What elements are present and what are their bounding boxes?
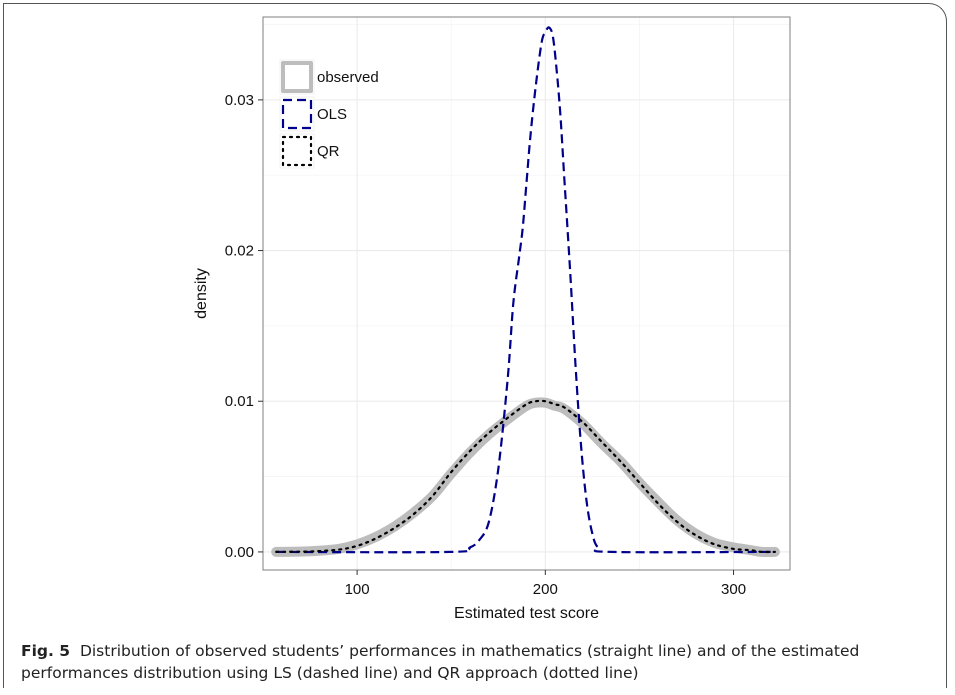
series-line-ols bbox=[276, 26, 772, 554]
legend-key bbox=[279, 133, 315, 169]
x-axis-label: Estimated test score bbox=[454, 605, 599, 622]
legend-label: observed bbox=[317, 69, 379, 86]
series-line-qr bbox=[275, 399, 776, 554]
caption-text: Distribution of observed students’ perfo… bbox=[21, 642, 860, 682]
density-chart: 100 200 300 0.00 0.01 0.02 0.03 Estimated test … bbox=[193, 16, 791, 622]
figure-border bbox=[3, 3, 947, 688]
legend-swatch bbox=[281, 135, 313, 167]
y-tick-label: 0.02 bbox=[225, 243, 254, 260]
y-tick-label: 0.03 bbox=[225, 92, 254, 109]
plot-panel bbox=[263, 17, 790, 570]
figure-caption: Fig. 5 Distribution of observed students… bbox=[21, 640, 941, 684]
legend-key bbox=[279, 96, 315, 132]
y-tick-label: 0.01 bbox=[225, 393, 254, 410]
y-tick-label: 0.00 bbox=[225, 544, 254, 561]
x-tick-label: 200 bbox=[533, 581, 558, 598]
legend-label: QR bbox=[317, 143, 340, 160]
legend-label: OLS bbox=[317, 106, 347, 123]
x-tick-label: 300 bbox=[721, 581, 746, 598]
x-tick-label: 100 bbox=[345, 581, 370, 598]
y-axis-label: density bbox=[193, 268, 210, 319]
legend-item-qr: QR bbox=[279, 133, 340, 169]
legend-swatch bbox=[281, 98, 313, 130]
legend-item-ols: OLS bbox=[279, 96, 347, 132]
legend-key bbox=[279, 59, 315, 95]
series-line-observed bbox=[271, 397, 780, 558]
legend-item-observed: observed bbox=[279, 59, 379, 95]
legend-swatch bbox=[281, 61, 313, 93]
figure-label: Fig. 5 bbox=[21, 642, 71, 660]
panel-border bbox=[262, 16, 791, 571]
